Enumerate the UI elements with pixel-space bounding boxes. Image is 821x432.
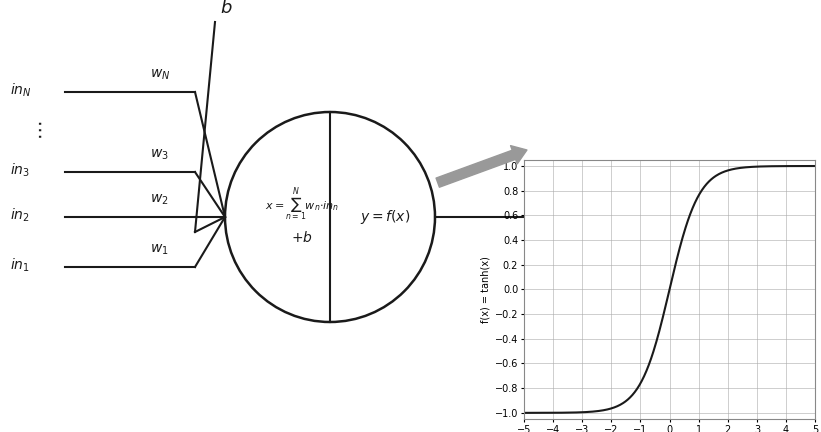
Text: $w_N$: $w_N$ xyxy=(150,67,171,82)
Text: $in_2$: $in_2$ xyxy=(10,206,30,224)
Text: $in_N$: $in_N$ xyxy=(10,81,32,98)
Text: $w_2$: $w_2$ xyxy=(150,193,168,207)
Text: $+b$: $+b$ xyxy=(291,229,313,245)
Text: $x = \sum_{n=1}^{N} w_n{\cdot}in_n$: $x = \sum_{n=1}^{N} w_n{\cdot}in_n$ xyxy=(265,187,339,224)
Y-axis label: f(x) = tanh(x): f(x) = tanh(x) xyxy=(480,256,491,323)
Text: $w_1$: $w_1$ xyxy=(150,243,168,257)
Text: $\cdots$: $\cdots$ xyxy=(30,121,49,140)
Text: $b$: $b$ xyxy=(220,0,232,17)
Text: $in_3$: $in_3$ xyxy=(10,161,30,179)
Text: $\mathit{out}$: $\mathit{out}$ xyxy=(598,173,632,192)
Text: $w_3$: $w_3$ xyxy=(150,148,169,162)
Text: $y = f(x)$: $y = f(x)$ xyxy=(360,208,410,226)
Text: $in_1$: $in_1$ xyxy=(10,256,30,274)
